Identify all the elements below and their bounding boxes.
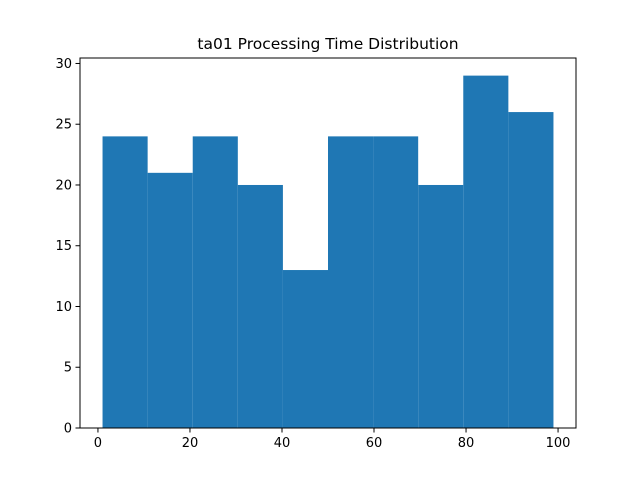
histogram-bar-3: [192, 136, 238, 428]
histogram-bar-8: [418, 184, 464, 428]
y-axis: 0 5 10 15 20 25 30: [55, 57, 80, 437]
y-tick-label-0: 0: [64, 422, 72, 437]
y-tick-label-30: 30: [55, 57, 72, 72]
chart-title: ta01 Processing Time Distribution: [197, 35, 458, 53]
x-tick-label-80: 80: [458, 436, 475, 451]
x-tick-label-20: 20: [182, 436, 199, 451]
histogram-bar-1: [102, 136, 148, 428]
y-tick-label-25: 25: [55, 118, 72, 133]
y-tick-label-20: 20: [55, 178, 72, 193]
bars-layer: [102, 75, 554, 428]
histogram-bar-6: [328, 136, 374, 428]
histogram-bar-7: [373, 136, 419, 428]
histogram-bar-10: [508, 112, 554, 428]
histogram-bar-9: [463, 75, 509, 428]
histogram-bar-5: [282, 270, 328, 428]
x-axis: 0 20 40 60 80 100: [94, 428, 571, 451]
y-tick-label-15: 15: [55, 239, 72, 254]
y-tick-label-10: 10: [55, 300, 72, 315]
x-tick-label-40: 40: [274, 436, 291, 451]
x-tick-label-0: 0: [94, 436, 102, 451]
y-tick-label-5: 5: [64, 361, 72, 376]
x-tick-label-100: 100: [546, 436, 571, 451]
x-tick-label-60: 60: [366, 436, 383, 451]
histogram-bar-2: [147, 172, 193, 428]
histogram-bar-4: [237, 184, 283, 428]
plot-area-frame: [79, 57, 577, 429]
